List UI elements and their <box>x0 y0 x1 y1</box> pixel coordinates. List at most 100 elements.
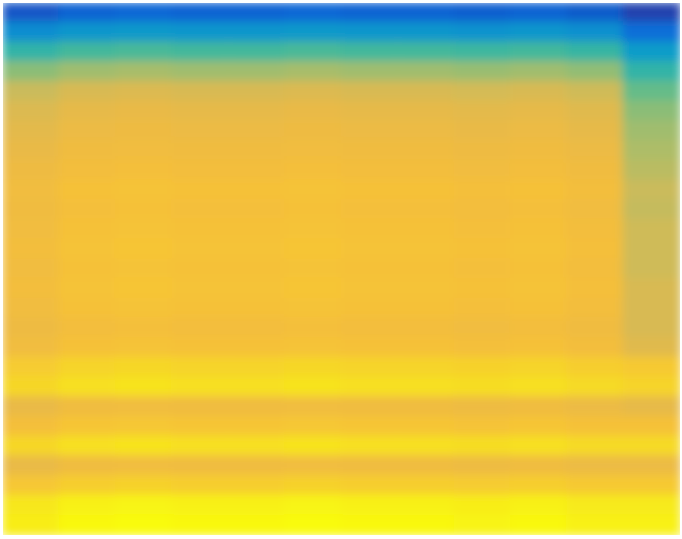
heat-cell <box>397 357 455 379</box>
heat-cell <box>284 101 342 123</box>
heat-cell <box>453 416 511 438</box>
heat-cell <box>510 140 568 162</box>
heat-cell <box>397 337 455 359</box>
heat-cell <box>171 101 229 123</box>
heat-cell <box>3 140 60 162</box>
heat-cell <box>341 455 399 477</box>
heat-cell <box>228 495 286 517</box>
heat-cell <box>341 337 399 359</box>
heat-cell <box>228 179 286 201</box>
heat-cell <box>453 455 511 477</box>
heat-cell <box>58 199 116 221</box>
heat-cell <box>58 317 116 339</box>
heat-cell <box>171 238 229 260</box>
heat-cell <box>284 435 342 457</box>
heat-cell <box>623 41 680 63</box>
heat-cell <box>510 357 568 379</box>
heat-cell <box>510 120 568 142</box>
heat-cell <box>284 278 342 300</box>
heat-cell <box>510 278 568 300</box>
heat-cell <box>566 278 624 300</box>
heat-cell <box>284 495 342 517</box>
heat-cell <box>510 160 568 182</box>
heat-cell <box>58 140 116 162</box>
heat-cell <box>3 120 60 142</box>
heat-cell <box>510 3 568 24</box>
heat-cell <box>284 337 342 359</box>
heat-cell <box>453 514 511 535</box>
chart <box>0 0 682 539</box>
heat-cell <box>58 495 116 517</box>
heat-cell <box>453 337 511 359</box>
heat-cell <box>453 278 511 300</box>
cells-clip <box>3 3 680 535</box>
heat-cell <box>566 298 624 320</box>
heat-cell <box>453 3 511 24</box>
heat-cell <box>341 199 399 221</box>
heat-cell <box>115 199 173 221</box>
heat-cell <box>228 238 286 260</box>
heat-cell <box>284 160 342 182</box>
heat-cell <box>510 514 568 535</box>
heat-cell <box>228 435 286 457</box>
heat-cell <box>453 495 511 517</box>
heat-cell <box>58 258 116 280</box>
heat-cell <box>284 357 342 379</box>
heat-cell <box>397 120 455 142</box>
heat-cell <box>510 416 568 438</box>
heat-cell <box>453 435 511 457</box>
heat-cell <box>115 61 173 83</box>
heat-cell <box>115 495 173 517</box>
heat-cell <box>397 219 455 241</box>
heat-cell <box>284 81 342 103</box>
heat-cell <box>341 416 399 438</box>
heat-cell <box>510 475 568 497</box>
heat-cell <box>115 258 173 280</box>
heat-cell <box>3 278 60 300</box>
heat-cell <box>566 337 624 359</box>
heat-cell <box>341 81 399 103</box>
heat-cell <box>397 278 455 300</box>
heat-cell <box>284 376 342 398</box>
heat-cell <box>397 514 455 535</box>
heat-cell <box>115 140 173 162</box>
heat-cell <box>58 101 116 123</box>
heat-cell <box>171 416 229 438</box>
heat-cell <box>623 160 680 182</box>
heat-cell <box>623 3 680 24</box>
heat-cell <box>284 120 342 142</box>
heat-cell <box>228 455 286 477</box>
heat-cell <box>115 337 173 359</box>
heat-cell <box>115 435 173 457</box>
heat-cell <box>228 376 286 398</box>
heat-cell <box>566 41 624 63</box>
heat-cell <box>228 61 286 83</box>
heat-cell <box>566 22 624 44</box>
heat-cell <box>341 3 399 24</box>
heat-cell <box>397 81 455 103</box>
heat-cell <box>3 3 60 24</box>
heat-cell <box>566 238 624 260</box>
heat-cell <box>453 376 511 398</box>
heat-cell <box>3 41 60 63</box>
heat-cell <box>566 376 624 398</box>
heat-cell <box>115 179 173 201</box>
heat-cell <box>3 396 60 418</box>
heat-cell <box>171 514 229 535</box>
heat-cell <box>115 376 173 398</box>
heat-cell <box>3 219 60 241</box>
heat-cell <box>397 396 455 418</box>
heat-cell <box>3 81 60 103</box>
heat-cell <box>58 22 116 44</box>
heat-cell <box>284 475 342 497</box>
heat-cell <box>510 435 568 457</box>
heat-cell <box>115 41 173 63</box>
heat-cell <box>171 61 229 83</box>
heat-cell <box>566 258 624 280</box>
heat-cell <box>566 435 624 457</box>
heat-cell <box>510 337 568 359</box>
heat-cell <box>341 61 399 83</box>
heat-cell <box>341 435 399 457</box>
heat-cell <box>228 120 286 142</box>
heat-cell <box>623 495 680 517</box>
